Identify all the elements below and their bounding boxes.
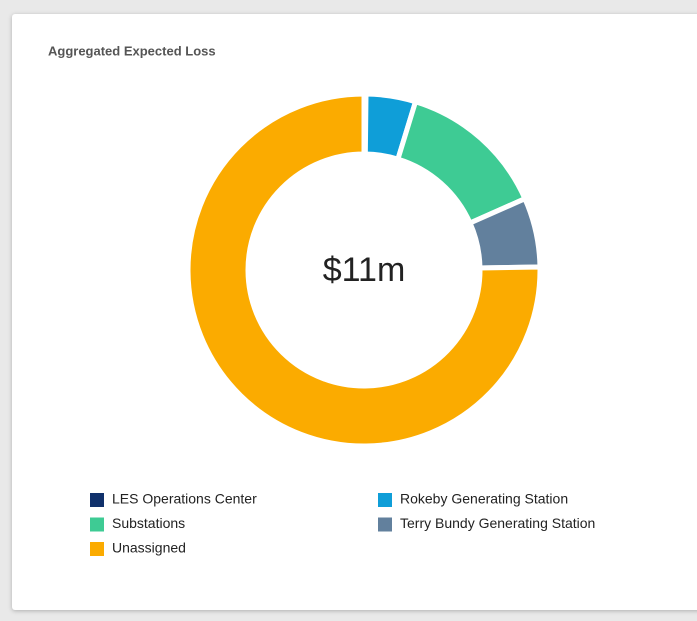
legend-swatch — [378, 517, 392, 532]
legend-label: Unassigned — [112, 540, 186, 556]
donut-slice — [185, 91, 543, 449]
chart-title: Aggregated Expected Loss — [48, 43, 216, 58]
legend-swatch — [378, 493, 392, 507]
center-label: $11m — [323, 251, 406, 289]
legend-swatch — [90, 542, 104, 556]
legend-label: Rokeby Generating Station — [400, 491, 568, 507]
legend-label: Terry Bundy Generating Station — [400, 515, 595, 531]
legend-swatch — [90, 493, 104, 507]
legend-swatch — [90, 517, 104, 532]
legend-label: Substations — [112, 515, 185, 531]
legend-label: LES Operations Center — [112, 491, 257, 507]
